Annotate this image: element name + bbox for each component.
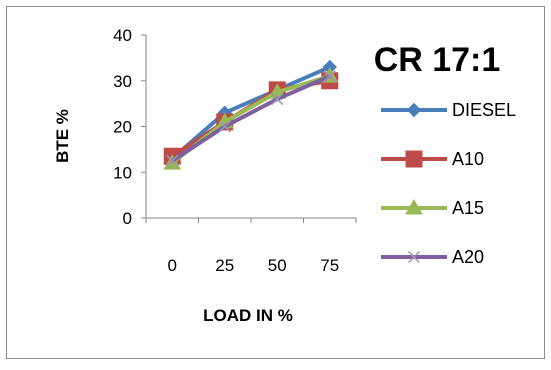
x-tick-label: 0 xyxy=(168,256,177,275)
y-tick-label: 0 xyxy=(123,209,132,228)
y-tick-label: 20 xyxy=(113,118,132,137)
x-tick-label: 75 xyxy=(320,256,339,275)
chart-border xyxy=(6,6,545,359)
x-axis-label: LOAD IN % xyxy=(203,306,293,325)
y-axis-label: BTE % xyxy=(53,109,72,163)
data-point-x-stroke xyxy=(271,93,284,106)
data-point-x xyxy=(166,154,179,167)
legend-label: A10 xyxy=(452,149,484,169)
data-point-square xyxy=(405,150,423,168)
legend-item-diesel: DIESEL xyxy=(381,100,516,120)
plot-area: 0 10 20 30 40 0 25 50 75 xyxy=(113,26,357,275)
series-line-a20 xyxy=(170,74,332,163)
y-tick-label: 10 xyxy=(113,163,132,182)
data-point-x-stroke xyxy=(323,70,336,83)
data-point-x xyxy=(218,120,231,133)
data-point-diamond xyxy=(406,102,422,118)
legend-item-a10: A10 xyxy=(381,149,484,169)
data-point-x-stroke xyxy=(218,120,231,133)
data-point-x xyxy=(323,70,336,83)
x-tick-label: 25 xyxy=(215,256,234,275)
data-point-triangle xyxy=(405,198,423,215)
legend-label: A15 xyxy=(452,198,484,218)
x-tick-label: 50 xyxy=(268,256,287,275)
data-point-x-stroke xyxy=(166,154,179,167)
legend-item-a20: A20 xyxy=(381,247,484,267)
data-point-x xyxy=(271,93,284,106)
chart-title: CR 17:1 xyxy=(374,41,501,79)
y-tick-label: 30 xyxy=(113,72,132,91)
legend-label: A20 xyxy=(452,247,484,267)
legend: DIESEL A10 A15 A20 xyxy=(381,100,516,267)
legend-item-a15: A15 xyxy=(381,198,484,218)
legend-label: DIESEL xyxy=(452,100,516,120)
data-point-x xyxy=(407,250,421,264)
y-tick-label: 40 xyxy=(113,26,132,45)
series-line-diesel xyxy=(170,65,332,161)
data-point-x-stroke xyxy=(407,250,421,264)
